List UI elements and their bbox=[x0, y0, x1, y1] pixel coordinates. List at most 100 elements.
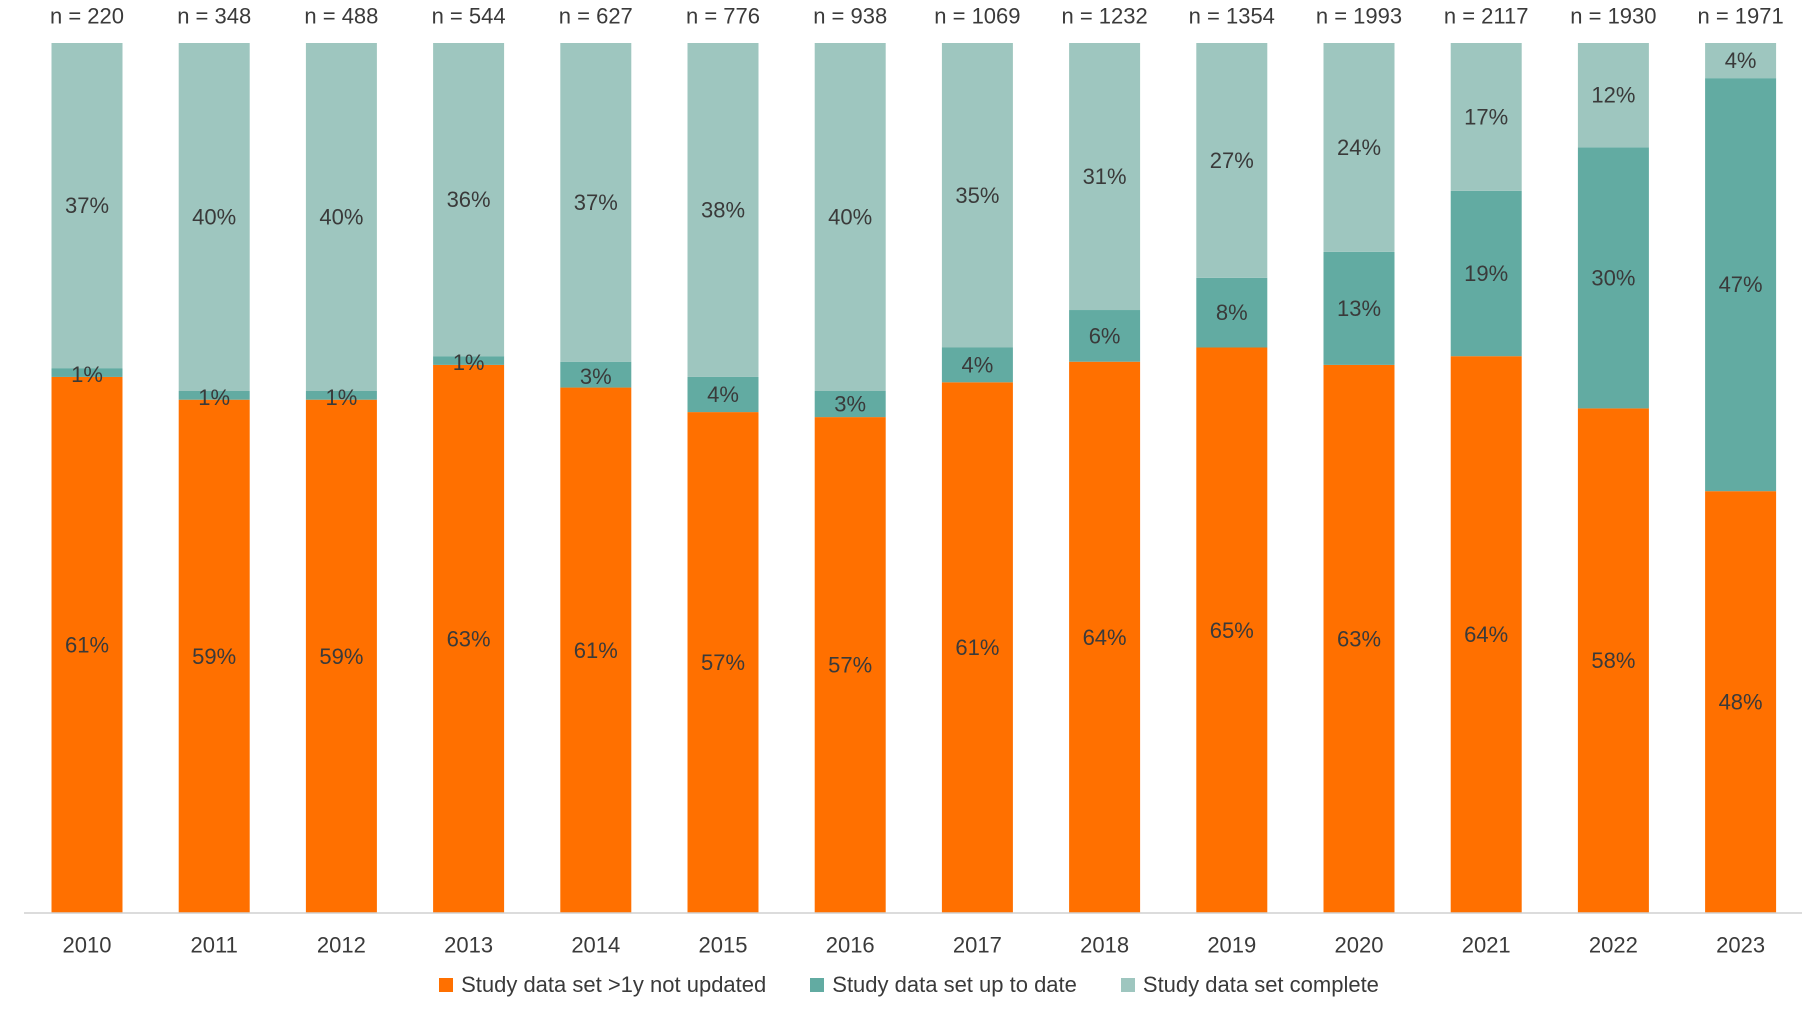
n-label-2013: n = 544 bbox=[432, 4, 506, 29]
bar-2022-series-2 bbox=[1577, 43, 1649, 148]
data-label-2014-series-1: 3% bbox=[580, 364, 612, 389]
x-tick-label-2015: 2015 bbox=[699, 933, 748, 958]
data-label-2022-series-2: 12% bbox=[1591, 83, 1635, 108]
data-label-2021-series-0: 64% bbox=[1464, 622, 1508, 647]
data-label-2020-series-2: 24% bbox=[1337, 135, 1381, 160]
data-label-2018-series-1: 6% bbox=[1089, 323, 1121, 348]
x-tick-label-2019: 2019 bbox=[1207, 933, 1256, 958]
bar-2017-series-0 bbox=[941, 382, 1013, 913]
bar-2014-series-0 bbox=[560, 387, 632, 913]
data-label-2022-series-0: 58% bbox=[1591, 648, 1635, 673]
x-tick-label-2023: 2023 bbox=[1716, 933, 1765, 958]
n-label-2017: n = 1069 bbox=[934, 4, 1020, 29]
x-tick-label-2020: 2020 bbox=[1335, 933, 1384, 958]
bar-2013-series-0 bbox=[433, 364, 505, 913]
bar-2011-series-1 bbox=[178, 391, 250, 400]
data-label-2012-series-0: 59% bbox=[319, 644, 363, 669]
data-label-2013-series-0: 63% bbox=[447, 626, 491, 651]
bar-2013-series-1 bbox=[433, 356, 505, 365]
data-label-2016-series-2: 40% bbox=[828, 205, 872, 230]
data-label-2019-series-2: 27% bbox=[1210, 148, 1254, 173]
legend-swatch-not-updated bbox=[439, 978, 454, 992]
data-label-2021-series-1: 19% bbox=[1464, 261, 1508, 286]
data-label-2014-series-0: 61% bbox=[574, 638, 618, 663]
n-label-2020: n = 1993 bbox=[1316, 4, 1402, 29]
bar-2015-series-2 bbox=[687, 43, 759, 377]
bar-2010-series-0 bbox=[51, 376, 123, 913]
n-label-2012: n = 488 bbox=[304, 4, 378, 29]
data-label-2022-series-1: 30% bbox=[1591, 265, 1635, 290]
n-label-2021: n = 2117 bbox=[1444, 4, 1529, 29]
data-label-2014-series-2: 37% bbox=[574, 190, 618, 215]
data-label-2017-series-0: 61% bbox=[955, 635, 999, 660]
bar-2016-series-0 bbox=[814, 417, 886, 913]
bar-2018-series-0 bbox=[1069, 361, 1141, 913]
bar-2011-series-2 bbox=[178, 43, 250, 391]
data-label-2017-series-2: 35% bbox=[955, 183, 999, 208]
bar-2023-series-2 bbox=[1705, 43, 1777, 79]
x-tick-label-2014: 2014 bbox=[571, 933, 620, 958]
data-label-2011-series-2: 40% bbox=[192, 205, 236, 230]
bar-2022-series-0 bbox=[1577, 408, 1649, 913]
bar-2023-series-0 bbox=[1705, 491, 1777, 913]
bar-2014-series-2 bbox=[560, 43, 632, 362]
data-label-2023-series-1: 47% bbox=[1719, 272, 1763, 297]
x-tick-label-2016: 2016 bbox=[826, 933, 875, 958]
x-tick-label-2012: 2012 bbox=[317, 933, 366, 958]
bar-2012-series-0 bbox=[305, 399, 377, 913]
legend-label-complete: Study data set complete bbox=[1142, 972, 1379, 997]
data-label-2010-series-0: 61% bbox=[65, 632, 109, 657]
bar-2016-series-1 bbox=[814, 391, 886, 418]
bar-2020-series-2 bbox=[1323, 43, 1395, 252]
data-label-2012-series-2: 40% bbox=[319, 205, 363, 230]
legend-label-up-to-date: Study data set up to date bbox=[832, 972, 1077, 997]
data-label-2019-series-0: 65% bbox=[1210, 618, 1254, 643]
data-label-2015-series-1: 4% bbox=[707, 382, 739, 407]
data-label-2012-series-1: 1% bbox=[326, 385, 358, 410]
labels-layer: 61% 1% 37% n = 220 2010 59% 1% 40% n = 348 2011 59… bbox=[50, 4, 1784, 958]
bars-layer bbox=[51, 43, 1777, 913]
bar-2020-series-0 bbox=[1323, 364, 1395, 913]
data-label-2016-series-0: 57% bbox=[828, 653, 872, 678]
bar-2018-series-2 bbox=[1069, 43, 1141, 311]
x-tick-label-2021: 2021 bbox=[1462, 933, 1511, 958]
bar-2010-series-2 bbox=[51, 43, 123, 369]
bar-2021-series-1 bbox=[1450, 190, 1522, 357]
n-label-2022: n = 1930 bbox=[1570, 4, 1656, 29]
n-label-2010: n = 220 bbox=[50, 4, 124, 29]
x-tick-label-2011: 2011 bbox=[191, 933, 238, 958]
bar-2018-series-1 bbox=[1069, 310, 1141, 362]
legend-item-not-updated: Study data set >1y not updated bbox=[439, 972, 766, 998]
bar-2012-series-2 bbox=[305, 43, 377, 391]
data-label-2015-series-0: 57% bbox=[701, 650, 745, 675]
data-label-2013-series-2: 36% bbox=[447, 187, 491, 212]
x-tick-label-2022: 2022 bbox=[1589, 933, 1638, 958]
bar-2014-series-1 bbox=[560, 361, 632, 388]
bar-2015-series-0 bbox=[687, 412, 759, 913]
data-label-2011-series-1: 1% bbox=[198, 385, 230, 410]
data-label-2020-series-0: 63% bbox=[1337, 626, 1381, 651]
bar-2017-series-1 bbox=[941, 347, 1013, 383]
n-label-2023: n = 1971 bbox=[1697, 4, 1783, 29]
n-label-2019: n = 1354 bbox=[1189, 4, 1275, 29]
data-label-2010-series-2: 37% bbox=[65, 193, 109, 218]
bar-2021-series-0 bbox=[1450, 356, 1522, 913]
data-label-2013-series-1: 1% bbox=[453, 350, 485, 375]
data-label-2011-series-0: 59% bbox=[192, 644, 236, 669]
bar-2015-series-1 bbox=[687, 376, 759, 413]
data-label-2023-series-0: 48% bbox=[1719, 690, 1763, 715]
bar-2013-series-2 bbox=[433, 43, 505, 357]
legend-swatch-complete bbox=[1120, 978, 1135, 992]
bar-2019-series-2 bbox=[1196, 43, 1268, 278]
bar-2010-series-1 bbox=[51, 368, 123, 377]
bar-2017-series-2 bbox=[941, 43, 1013, 348]
bar-2020-series-1 bbox=[1323, 251, 1395, 365]
data-label-2021-series-2: 17% bbox=[1464, 104, 1508, 129]
n-label-2014: n = 627 bbox=[559, 4, 633, 29]
n-label-2011: n = 348 bbox=[177, 4, 251, 29]
data-label-2018-series-2: 31% bbox=[1083, 164, 1127, 189]
bar-2021-series-2 bbox=[1450, 43, 1522, 191]
legend-label-not-updated: Study data set >1y not updated bbox=[461, 972, 767, 997]
bar-2022-series-1 bbox=[1577, 147, 1649, 409]
